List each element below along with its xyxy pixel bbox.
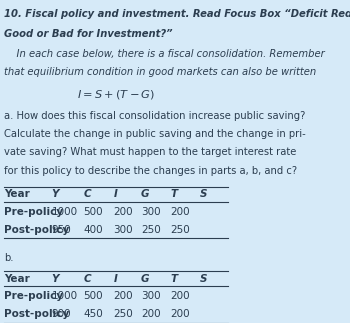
Text: 250: 250 (170, 225, 190, 235)
Text: $I = S + (T - G)$: $I = S + (T - G)$ (77, 88, 155, 101)
Text: for this policy to describe the changes in parts a, b, and c?: for this policy to describe the changes … (4, 165, 297, 175)
Text: 200: 200 (170, 309, 190, 319)
Text: 250: 250 (113, 309, 133, 319)
Text: 250: 250 (141, 225, 161, 235)
Text: In each case below, there is a fiscal consolidation. Remember: In each case below, there is a fiscal co… (4, 49, 324, 59)
Text: 200: 200 (141, 309, 160, 319)
Text: 300: 300 (141, 207, 160, 217)
Text: 400: 400 (84, 225, 103, 235)
Text: 200: 200 (113, 207, 133, 217)
Text: 900: 900 (52, 309, 71, 319)
Text: T: T (170, 274, 177, 284)
Text: Pre-policy: Pre-policy (4, 207, 63, 217)
Text: 500: 500 (84, 291, 103, 301)
Text: a. How does this fiscal consolidation increase public saving?: a. How does this fiscal consolidation in… (4, 111, 305, 121)
Text: 300: 300 (113, 225, 133, 235)
Text: Calculate the change in public saving and the change in pri-: Calculate the change in public saving an… (4, 129, 306, 139)
Text: 1000: 1000 (52, 291, 78, 301)
Text: 450: 450 (84, 309, 103, 319)
Text: 500: 500 (84, 207, 103, 217)
Text: C: C (84, 274, 91, 284)
Text: 200: 200 (170, 207, 190, 217)
Text: b.: b. (4, 253, 13, 263)
Text: 200: 200 (170, 291, 190, 301)
Text: 10. Fiscal policy and investment. Read Focus Box “Deficit Reduction:: 10. Fiscal policy and investment. Read F… (4, 9, 350, 19)
Text: vate saving? What must happen to the target interest rate: vate saving? What must happen to the tar… (4, 147, 296, 157)
Text: Good or Bad for Investment?”: Good or Bad for Investment?” (4, 29, 172, 39)
Text: Post-policy: Post-policy (4, 309, 69, 319)
Text: I: I (113, 274, 117, 284)
Text: Year: Year (4, 189, 29, 199)
Text: that equilibrium condition in good markets can also be written: that equilibrium condition in good marke… (4, 68, 316, 77)
Text: T: T (170, 189, 177, 199)
Text: Pre-policy: Pre-policy (4, 291, 63, 301)
Text: S: S (200, 189, 208, 199)
Text: Y: Y (52, 274, 59, 284)
Text: 300: 300 (141, 291, 160, 301)
Text: 1000: 1000 (52, 207, 78, 217)
Text: Y: Y (52, 189, 59, 199)
Text: 950: 950 (52, 225, 71, 235)
Text: 200: 200 (113, 291, 133, 301)
Text: C: C (84, 189, 91, 199)
Text: I: I (113, 189, 117, 199)
Text: Year: Year (4, 274, 29, 284)
Text: G: G (141, 274, 149, 284)
Text: G: G (141, 189, 149, 199)
Text: Post-policy: Post-policy (4, 225, 69, 235)
Text: S: S (200, 274, 208, 284)
